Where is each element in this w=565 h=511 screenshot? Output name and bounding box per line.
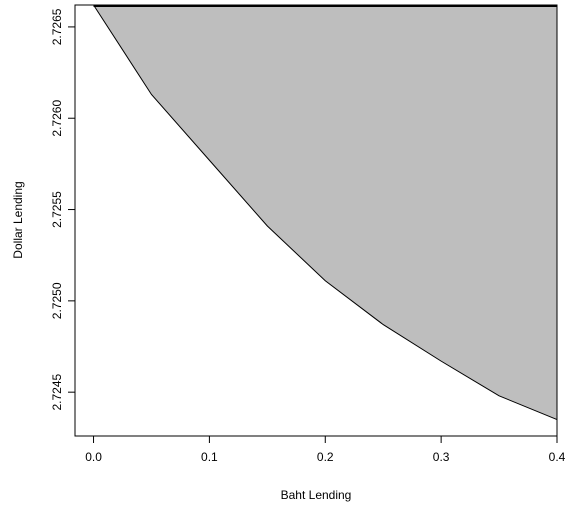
x-axis-label: Baht Lending [281,488,352,502]
shaded-region [93,5,558,420]
x-tick-label: 0.1 [201,450,218,464]
y-tick-label: 2.7255 [50,191,64,228]
plot-frame [74,4,558,437]
x-tick-label: 0.2 [317,450,334,464]
y-tick-label: 2.7245 [50,373,64,410]
x-tick-label: 0.0 [85,450,102,464]
y-tick-label: 2.7265 [50,8,64,45]
y-tick-label: 2.7260 [50,100,64,137]
y-axis-label: Dollar Lending [11,181,25,258]
y-tick-label: 2.7250 [50,282,64,319]
x-tick-label: 0.4 [549,450,565,464]
x-tick-label: 0.3 [433,450,450,464]
curve [93,4,558,421]
